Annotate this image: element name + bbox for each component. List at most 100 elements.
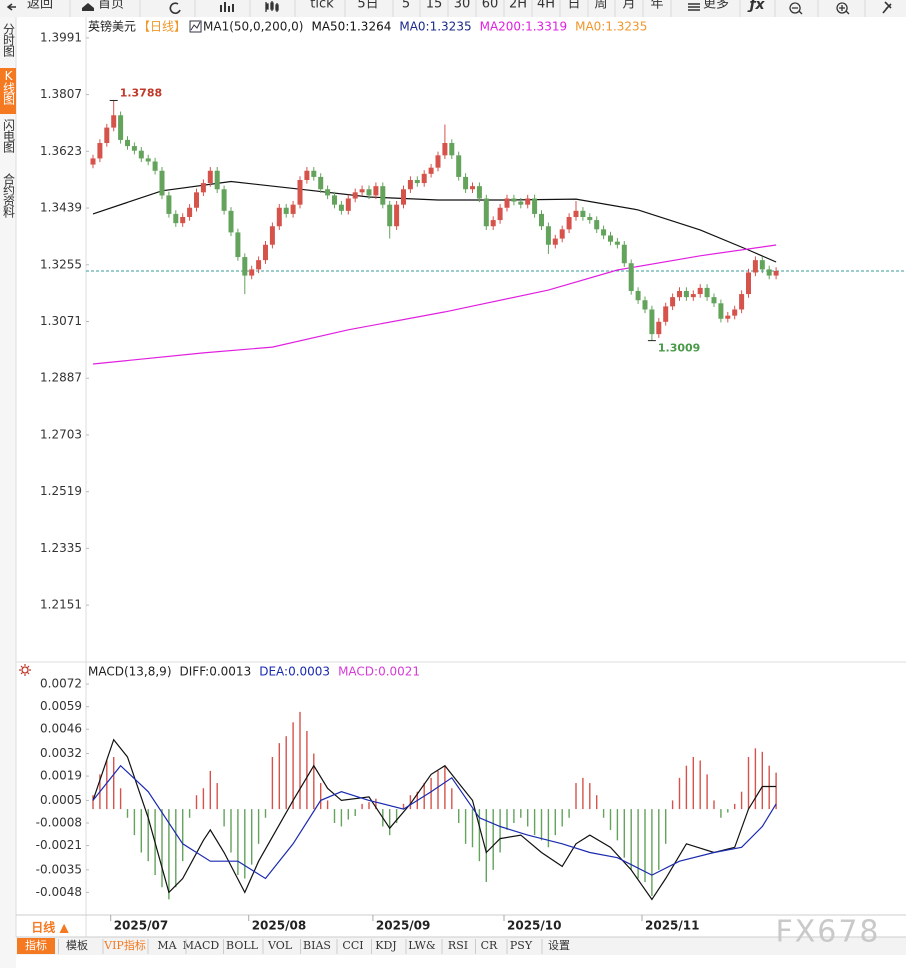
settings-icon[interactable]: [19, 664, 31, 676]
more-icon: [688, 3, 700, 11]
macd-bar: [499, 809, 501, 853]
indicator-icon: [189, 20, 202, 33]
indicator-tab[interactable]: MA: [157, 939, 177, 952]
side-tab[interactable]: 合约资料: [2, 172, 16, 218]
toolbar-button[interactable]: 2H: [509, 0, 527, 12]
candle-body: [242, 257, 248, 276]
candle-body: [773, 270, 779, 276]
side-tab[interactable]: 闪电图: [2, 119, 16, 153]
candle-body: [421, 173, 427, 184]
macd-bar: [451, 788, 453, 810]
indicator-tab[interactable]: MACD: [183, 939, 220, 952]
y-tick-label: 1.2519: [40, 484, 82, 498]
indicator-tab[interactable]: BIAS: [303, 939, 331, 952]
side-tab[interactable]: K线图: [2, 69, 16, 105]
x-tick-label: 2025/10: [507, 919, 561, 933]
toolbar-button[interactable]: 60: [482, 0, 499, 12]
toolbar-button[interactable]: 5日: [357, 0, 378, 12]
indicator-tab[interactable]: RSI: [448, 939, 468, 952]
toolbar-button[interactable]: 首页: [98, 0, 124, 12]
macd-bar: [637, 809, 639, 879]
toolbar-button[interactable]: 30: [454, 0, 471, 12]
candle-body: [249, 269, 255, 276]
x-tick-label: 2025/08: [252, 919, 306, 933]
candle-body: [580, 210, 586, 217]
candle-body: [173, 213, 179, 224]
candle-body: [131, 146, 137, 151]
toolbar-button[interactable]: 月: [622, 0, 635, 12]
plot: 1.3991 1.3807 1.3623 1.3439 1.3255 1.3071 1.28…: [36, 19, 906, 933]
home-icon: [82, 3, 94, 11]
toolbar-button[interactable]: 周: [594, 0, 607, 12]
indicator-tab[interactable]: LW&: [408, 939, 436, 952]
indicator-tab[interactable]: KDJ: [375, 939, 396, 952]
macd-bar: [678, 777, 681, 810]
active-tab-bg: [0, 68, 16, 114]
candle-body: [166, 195, 172, 214]
indicator-tab[interactable]: VOL: [267, 939, 293, 952]
candle-body: [290, 204, 296, 214]
toolbar-button[interactable]: 4H: [537, 0, 555, 12]
toolbar-button[interactable]: tick: [310, 0, 334, 12]
candle-body: [739, 294, 745, 310]
indicator-tab[interactable]: BOLL: [226, 939, 259, 952]
macd-bar: [651, 809, 653, 896]
candle-body: [746, 272, 751, 295]
indicator-tab[interactable]: CR: [481, 939, 498, 952]
macd-bar: [616, 809, 619, 841]
indicator-tab[interactable]: 指标: [25, 938, 47, 952]
toolbar-button[interactable]: 15: [426, 0, 443, 12]
macd-bar: [292, 722, 294, 810]
toolbar-button[interactable]: 年: [650, 0, 663, 12]
y-tick-label: 0.0059: [40, 699, 82, 713]
macd-bar: [237, 809, 239, 876]
legend-entry: MA0:1.3235: [399, 20, 471, 34]
macd-bar: [485, 809, 487, 883]
macd-bar: [161, 809, 163, 888]
macd-bar: [665, 809, 667, 844]
period-selector[interactable]: 日线 ▲: [31, 920, 69, 935]
indicator-line: [92, 738, 777, 901]
candle-body: [752, 260, 758, 273]
toolbar-button[interactable]: 5: [402, 0, 410, 12]
candle-body: [566, 216, 572, 230]
candle-body: [483, 198, 489, 227]
indicator-tab[interactable]: 模板: [66, 938, 88, 952]
toolbar-button[interactable]: 更多: [703, 0, 729, 12]
indicator-tab[interactable]: VIP指标: [103, 938, 146, 952]
macd-bar: [671, 800, 674, 810]
macd-bar: [699, 760, 701, 810]
macd-bar: [375, 798, 377, 810]
candle-body: [414, 180, 420, 184]
toolbar-button[interactable]: 返回: [27, 0, 53, 12]
macd-bar: [230, 809, 232, 853]
candle-body: [407, 180, 413, 190]
macd-bar: [540, 809, 543, 841]
macd-bar: [140, 809, 142, 853]
candle-body: [677, 290, 682, 298]
candle-body: [511, 198, 517, 202]
candle-icon: [265, 1, 279, 12]
y-tick-label: -0.0008: [36, 815, 82, 829]
macd-bar: [609, 809, 612, 830]
candle-body: [670, 297, 676, 307]
y-tick-label: -0.0021: [36, 838, 82, 852]
toolbar: 返回 首页 tick 5日 5 15 30 60 2H 4H 日 周 月 年 更多 ƒx: [6, 0, 892, 17]
candle-body: [318, 176, 324, 190]
macd-bar: [402, 803, 405, 810]
candle-body: [545, 226, 551, 245]
indicator-name: MA1(50,0,200,0): [203, 20, 303, 34]
indicator-tab[interactable]: CCI: [342, 939, 363, 952]
side-tab[interactable]: 分时图: [2, 23, 16, 57]
candle-body: [352, 192, 358, 199]
macd-bar: [437, 770, 439, 810]
toolbar-button[interactable]: 日: [567, 0, 580, 12]
indicator-tab[interactable]: PSY: [510, 939, 533, 952]
legend-entry: DIFF:0.0013: [180, 665, 252, 679]
macd-bar: [734, 803, 736, 810]
period-label: 【日线】: [138, 20, 186, 34]
candle-body: [373, 186, 379, 196]
macd-bar: [727, 809, 729, 813]
indicator-tab[interactable]: 设置: [548, 939, 570, 952]
